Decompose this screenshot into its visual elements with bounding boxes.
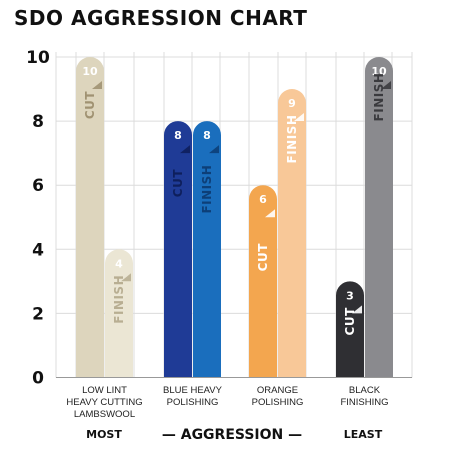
bar-cut-1 (164, 121, 192, 378)
bar-cut-3 (336, 281, 364, 378)
bar-arrow-tip (121, 273, 131, 282)
labels-layer: 0 2 4 6 8 10 10 CUT 8 CUT 6 CUT 3 CUT 4 FINISH 8 FINISH 9 F… (26, 48, 391, 420)
bar-arrow-tip (180, 145, 190, 154)
bar-finish-1 (193, 121, 221, 378)
bar-value-label: 8 (203, 129, 211, 142)
y-tick-label: 8 (32, 112, 44, 132)
y-tick-label: 0 (32, 369, 44, 389)
bar-arrow-tip (265, 209, 275, 218)
y-tick-label: 6 (32, 176, 44, 196)
category-label: HEAVY CUTTING (66, 397, 142, 408)
bar-series-label-cut: CUT (256, 243, 270, 272)
footer-most: MOST (86, 428, 122, 441)
bar-series-label-cut: CUT (343, 307, 357, 336)
footer-least: LEAST (344, 428, 383, 441)
category-label: POLISHING (252, 397, 304, 408)
bar-value-label: 8 (174, 129, 182, 142)
bar-arrow-tip (381, 81, 391, 89)
category-label: LAMBSWOOL (74, 409, 135, 420)
bar-value-label: 10 (371, 65, 387, 78)
bar-arrow-tip (352, 305, 362, 314)
bar-arrow-tip (294, 113, 304, 122)
bar-cut-0 (76, 57, 104, 378)
bar-value-label: 3 (346, 289, 354, 302)
bar-value-label: 9 (288, 97, 296, 110)
bar-value-label: 4 (115, 257, 123, 270)
y-tick-label: 4 (32, 240, 44, 260)
category-label: ORANGE (257, 385, 298, 396)
bar-arrow-tip (92, 81, 102, 89)
category-label: POLISHING (167, 397, 219, 408)
y-tick-label: 10 (26, 48, 50, 68)
chart-title: SDO AGGRESSION CHART (14, 6, 308, 30)
category-label: BLACK (349, 385, 381, 396)
category-label: BLUE HEAVY (163, 385, 223, 396)
bar-series-label-finish: FINISH (285, 115, 299, 164)
bar-series-label-cut: CUT (83, 91, 97, 120)
bar-arrow-tip (209, 145, 219, 154)
bar-value-label: 6 (259, 193, 267, 206)
bar-series-label-finish: FINISH (372, 73, 386, 122)
bar-series-label-finish: FINISH (112, 275, 126, 324)
bar-cut-2 (249, 185, 277, 378)
bar-value-label: 10 (82, 65, 98, 78)
bar-finish-2 (278, 89, 306, 378)
bar-finish-3 (365, 57, 393, 378)
bar-series-label-cut: CUT (171, 169, 185, 198)
bars-layer (76, 57, 393, 378)
bar-finish-0 (105, 249, 133, 378)
category-label: FINISHING (340, 397, 388, 408)
bar-series-label-finish: FINISH (200, 165, 214, 214)
y-tick-label: 2 (32, 304, 44, 324)
category-label: LOW LINT (82, 385, 127, 396)
footer-aggression: — AGGRESSION — (162, 427, 302, 443)
